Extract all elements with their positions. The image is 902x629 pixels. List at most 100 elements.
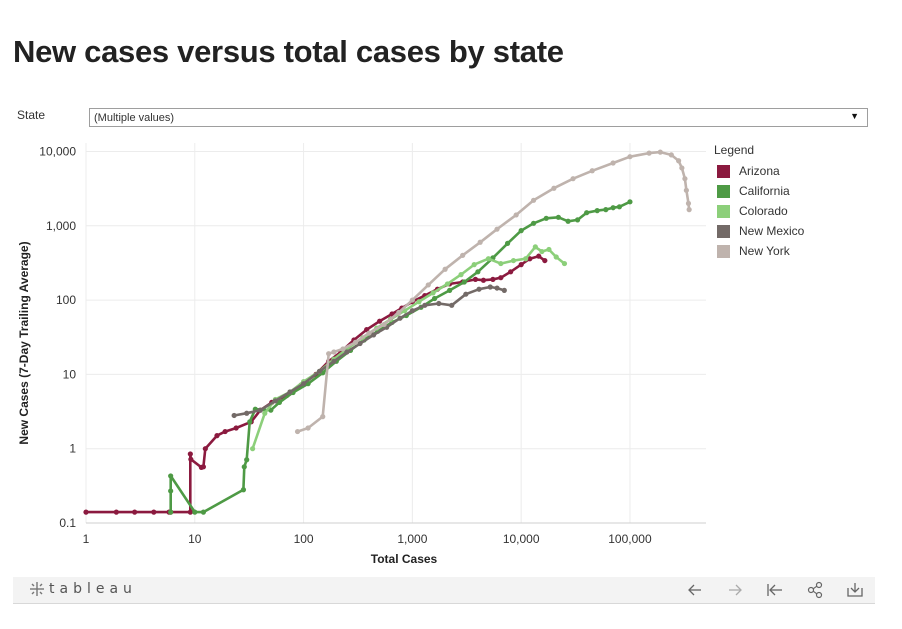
data-point-new-york: [646, 150, 652, 156]
data-point-colorado: [546, 246, 552, 253]
data-point-california: [240, 487, 247, 493]
data-point-arizona: [222, 428, 228, 435]
data-point-colorado: [250, 446, 256, 452]
data-point-new-york: [409, 297, 415, 303]
data-point-new-york: [679, 165, 685, 171]
data-point-new-york: [442, 266, 448, 272]
data-point-california: [447, 287, 453, 293]
data-point-colorado: [444, 281, 451, 287]
page-title: New cases versus total cases by state: [13, 34, 564, 69]
data-point-colorado: [561, 260, 568, 267]
y-axis-title: New Cases (7-Day Trailing Average): [17, 241, 31, 444]
data-point-california: [610, 205, 616, 211]
data-point-arizona: [542, 257, 548, 264]
data-point-california: [555, 214, 562, 220]
data-point-california: [627, 199, 633, 205]
data-point-new-mexico: [422, 302, 428, 308]
data-point-new-mexico: [331, 358, 337, 364]
legend-label: New York: [739, 244, 790, 258]
data-point-arizona: [536, 253, 542, 259]
data-point-california: [276, 399, 283, 405]
legend-item-new-york[interactable]: New York: [714, 241, 804, 261]
data-point-new-mexico: [300, 381, 307, 387]
data-point-california: [518, 228, 524, 234]
data-point-california: [574, 217, 581, 223]
y-tick-label: 10,000: [39, 144, 76, 158]
data-point-california: [461, 279, 467, 285]
data-point-new-york: [366, 330, 372, 336]
state-filter-label: State: [17, 108, 46, 122]
revert-icon[interactable]: [765, 580, 785, 600]
line-chart: 1 10 100 1,000 10,000 100,000 0.1 1 10 100 1,000 10…: [17, 143, 706, 566]
data-point-new-york: [589, 168, 595, 174]
legend-item-new-mexico[interactable]: New Mexico: [714, 221, 804, 241]
tableau-logo[interactable]: tableau: [29, 581, 137, 597]
data-point-colorado: [416, 299, 422, 305]
state-filter-dropdown[interactable]: (Multiple values) ▼: [89, 108, 868, 127]
data-point-new-york: [396, 309, 402, 316]
download-icon[interactable]: [845, 580, 865, 600]
legend-title: Legend: [714, 143, 755, 157]
data-point-new-york: [305, 425, 311, 431]
legend-item-arizona[interactable]: Arizona: [714, 161, 804, 181]
data-point-new-mexico: [409, 308, 415, 314]
redo-icon[interactable]: [725, 580, 745, 600]
data-point-california: [530, 220, 537, 226]
data-point-california: [603, 207, 609, 213]
x-axis-title: Total Cases: [371, 552, 438, 566]
data-point-colorado: [523, 256, 529, 262]
share-icon[interactable]: [805, 580, 825, 600]
data-point-california: [584, 210, 590, 216]
undo-icon[interactable]: [685, 580, 705, 600]
y-tick-label: 10: [63, 367, 77, 381]
data-point-arizona: [527, 256, 533, 262]
data-point-new-mexico: [397, 315, 403, 321]
data-point-arizona: [188, 456, 194, 462]
data-point-california: [594, 208, 600, 214]
data-point-new-mexico: [287, 389, 293, 395]
data-point-new-york: [627, 154, 633, 160]
data-point-arizona: [200, 464, 207, 470]
legend-swatch: [717, 244, 730, 258]
y-tick-label: 1,000: [46, 219, 76, 233]
data-point-california: [543, 215, 549, 221]
data-point-new-york: [676, 158, 682, 164]
data-point-california: [244, 457, 250, 463]
data-point-new-mexico: [344, 349, 350, 355]
legend-item-california[interactable]: California: [714, 181, 804, 201]
series-line-california: [169, 200, 632, 514]
data-point-colorado: [262, 410, 268, 416]
data-point-new-york: [294, 428, 301, 435]
data-point-california: [475, 269, 481, 275]
data-point-new-york: [425, 282, 431, 288]
data-point-new-york: [513, 212, 519, 218]
legend: Legend Arizona California Colorado New Mexi…: [714, 143, 804, 261]
data-point-california: [168, 473, 174, 479]
data-point-arizona: [472, 276, 479, 282]
data-point-colorado: [458, 272, 464, 278]
data-point-new-mexico: [257, 407, 263, 413]
data-point-new-york: [551, 185, 557, 191]
data-point-arizona: [151, 509, 157, 515]
data-point-colorado: [553, 254, 559, 260]
data-point-new-york: [352, 339, 359, 345]
data-point-arizona: [113, 509, 119, 515]
x-tick-label: 100,000: [608, 532, 652, 546]
data-point-california: [247, 419, 253, 425]
data-point-arizona: [490, 276, 496, 282]
data-point-california: [192, 509, 198, 515]
data-point-new-york: [657, 149, 663, 155]
data-point-colorado: [430, 290, 436, 296]
data-point-arizona: [480, 277, 487, 283]
data-point-arizona: [508, 269, 514, 275]
x-tick-label: 100: [294, 532, 314, 546]
data-point-arizona: [498, 275, 504, 281]
data-point-new-york: [477, 239, 483, 245]
data-point-new-york: [326, 351, 332, 357]
tableau-cross-icon: [30, 582, 44, 596]
data-point-colorado: [510, 257, 517, 264]
data-point-arizona: [132, 509, 138, 515]
legend-item-colorado[interactable]: Colorado: [714, 201, 804, 221]
data-point-california: [168, 509, 174, 515]
data-point-new-mexico: [436, 300, 442, 307]
